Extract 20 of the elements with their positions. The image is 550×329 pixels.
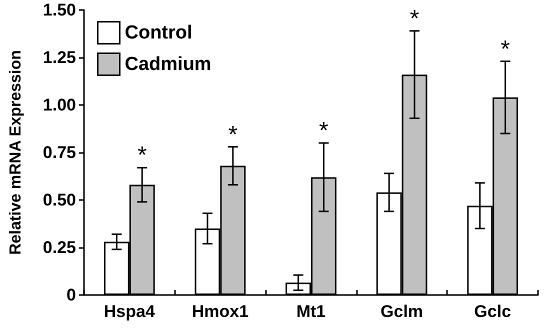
legend-label: Control [124,22,192,44]
x-tick-label: Hspa4 [104,302,156,321]
x-tick-label: Gclc [474,302,512,321]
y-tick-label: 1.50 [42,0,76,20]
x-tick-label: Hmox1 [192,302,249,321]
y-tick-label: 0.50 [42,190,76,210]
y-axis-title: Relative mRNA Expression [8,50,24,255]
annotation: * [319,118,328,144]
y-tick-label: 0.75 [42,143,76,162]
annotation: * [500,36,510,63]
legend-label: Cadmium [124,54,212,75]
annotation: * [228,121,238,148]
y-tick-label: 1.00 [42,96,76,114]
y-tick-label: 0 [66,286,76,304]
x-tick-label: Gclm [380,302,424,321]
x-tick-label: Mt1 [296,302,326,321]
annotation: * [410,5,420,32]
annotation: * [137,142,147,170]
y-tick-label: 1.25 [42,48,76,67]
y-tick-label: 0.25 [42,238,76,257]
